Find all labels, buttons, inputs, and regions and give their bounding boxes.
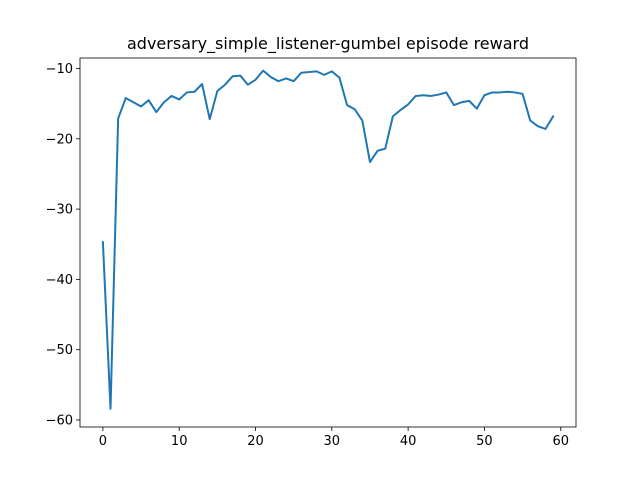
- x-tick-label: 50: [476, 434, 493, 449]
- axes-frame: [79, 57, 577, 428]
- y-tick-label: −10: [46, 62, 73, 77]
- plot-area: [101, 69, 555, 410]
- y-tick-label: −40: [46, 273, 73, 288]
- series-line: [101, 69, 555, 410]
- chart-title: adversary_simple_listener-gumbel episode…: [127, 34, 529, 54]
- x-axis: 0 10 20 30 40 50 60: [99, 427, 569, 449]
- x-tick-label: 60: [552, 434, 569, 449]
- x-tick-label: 20: [247, 434, 264, 449]
- y-tick-label: −20: [46, 132, 73, 147]
- x-tick-label: 10: [171, 434, 188, 449]
- y-axis: −60 −50 −40 −30 −20 −10: [46, 62, 80, 428]
- x-tick-label: 30: [324, 434, 341, 449]
- x-tick-label: 0: [99, 434, 107, 449]
- y-tick-label: −50: [46, 343, 73, 358]
- y-tick-label: −60: [46, 413, 73, 428]
- x-tick-label: 40: [400, 434, 417, 449]
- y-tick-label: −30: [46, 203, 73, 218]
